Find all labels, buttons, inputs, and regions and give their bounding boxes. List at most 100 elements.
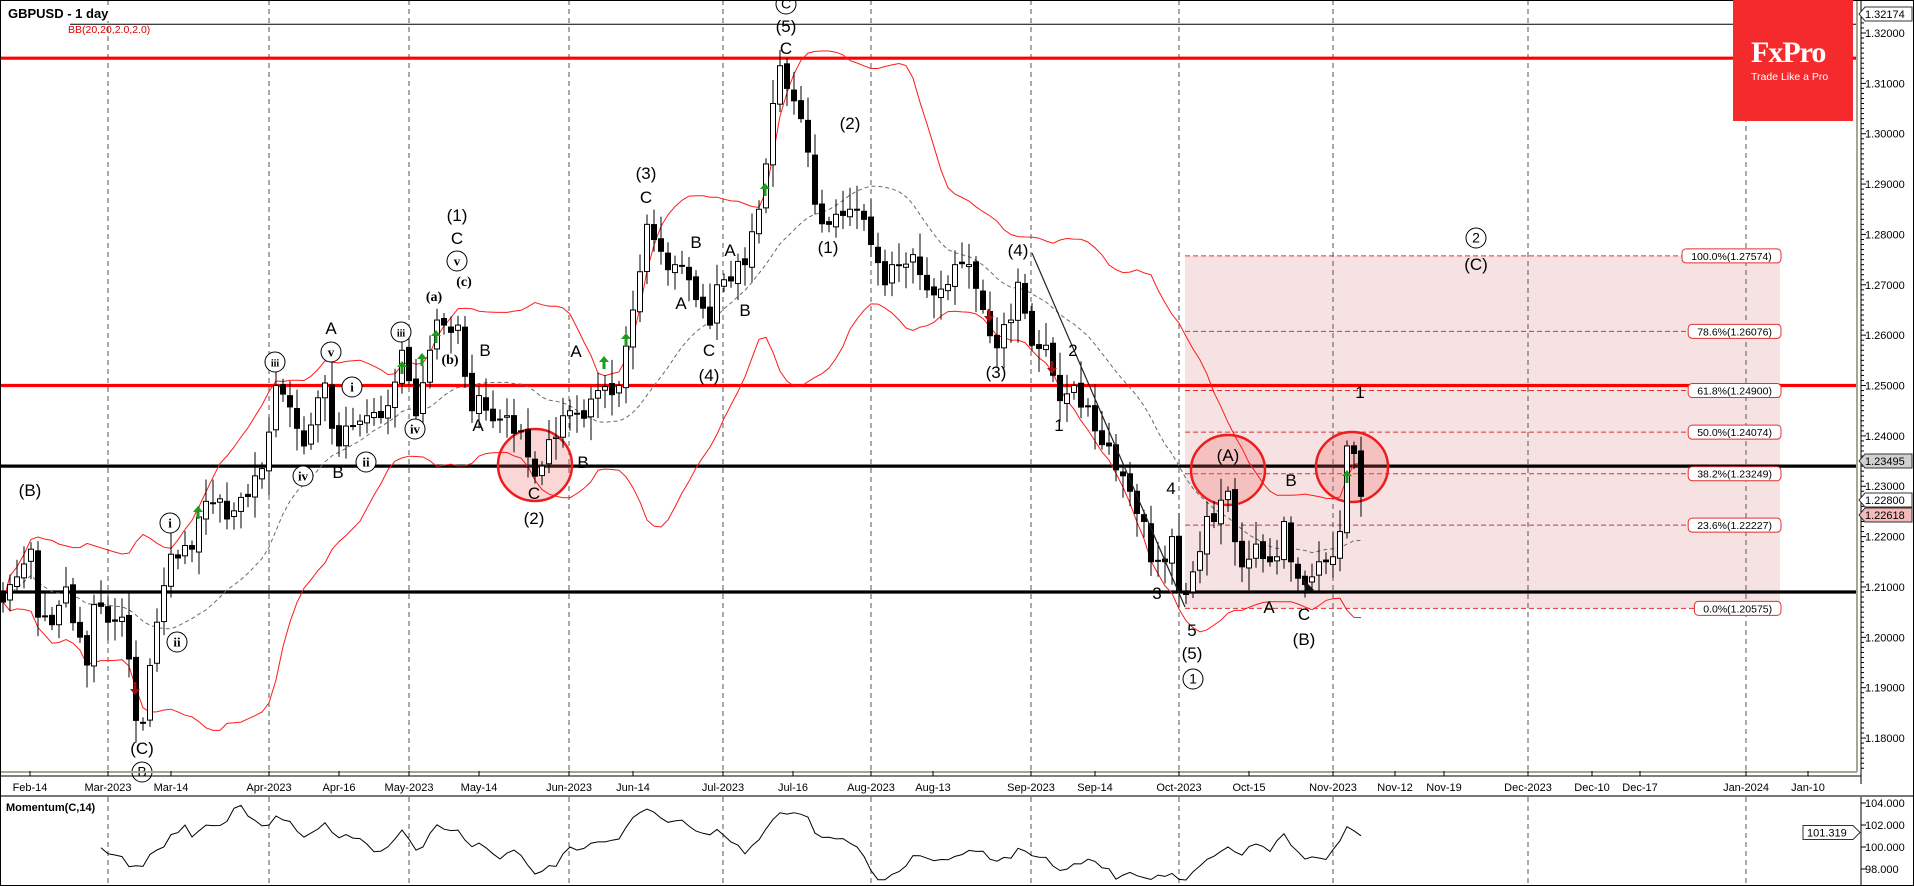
candle-body-bear [329, 384, 335, 429]
candle [1218, 478, 1224, 545]
candle-body-bull [966, 264, 972, 268]
bollinger-middle [2, 185, 1362, 630]
candle [819, 189, 825, 233]
wave-label: C [451, 229, 463, 248]
candle [777, 49, 783, 113]
candle [497, 409, 503, 433]
date-axis-label: Dec-2023 [1504, 782, 1552, 794]
candle-body-bear [175, 554, 181, 559]
trend-lines[interactable] [1031, 252, 1314, 608]
candle-body-bear [1183, 591, 1189, 596]
arrow-marker-icon [1302, 578, 1314, 592]
price-axis-label: 1.30000 [1865, 129, 1905, 141]
price-axis-bg [1857, 0, 1914, 795]
wave-label-circle [166, 631, 188, 653]
candle-body-bull [119, 616, 125, 622]
date-axis[interactable]: Feb-14 Mar-2023 Mar-14 Apr-2023 Apr-16 May-20… [0, 771, 1914, 797]
candle [49, 606, 55, 631]
fib-label: 78.6%(1.26076) [1697, 326, 1772, 338]
wave-label-text: 1 [1189, 671, 1197, 687]
candle-body-bear [826, 221, 832, 225]
candle [847, 187, 853, 226]
circled-wave-label: 2 [1465, 227, 1487, 249]
wave-label: C [780, 39, 792, 58]
buy-arrow-icon [431, 330, 441, 343]
candle [553, 417, 559, 460]
candle [1260, 534, 1266, 573]
candle-body-bear [707, 306, 713, 326]
candle-body-bull [672, 264, 678, 274]
candle-body-bear [112, 619, 118, 622]
date-axis-label: Nov-19 [1426, 782, 1461, 794]
candle-body-bull [1204, 515, 1210, 555]
fibonacci-labels[interactable]: 100.0%(1.27574) 78.6%(1.26076) 61.8%(1.249… [1681, 248, 1782, 616]
candle-body-bull [679, 264, 685, 267]
candle [98, 580, 104, 615]
signal-arrows [130, 183, 1352, 695]
candle [1204, 501, 1210, 576]
candle-body-bull [7, 584, 13, 601]
candle-body-bull [595, 390, 601, 399]
candle [105, 596, 111, 641]
wave-label: B [739, 301, 750, 320]
candle [231, 502, 237, 530]
candle [378, 395, 384, 424]
candle-body-bear [959, 261, 965, 265]
wave-label-text: iv [298, 469, 309, 484]
candle-body-bear [1050, 342, 1056, 376]
circled-wave-label: iv [404, 418, 426, 440]
price-tag: 1.23495 [1858, 453, 1913, 469]
candle-body-bear [1288, 522, 1294, 563]
candle-body-bear [1022, 282, 1028, 314]
candle-body-bull [560, 415, 566, 438]
wave-label-text: i [350, 380, 354, 395]
candle-body-bull [14, 576, 20, 587]
wave-trend-line[interactable] [1031, 252, 1186, 608]
wave-label: 5 [1187, 621, 1196, 640]
candle-body-bull [420, 382, 426, 414]
candle-body-bull [1190, 571, 1196, 593]
wave-label: 1 [1355, 383, 1364, 402]
candle-body-bear [973, 261, 979, 289]
candle-body-bear [882, 261, 888, 286]
wave-label: (a) [426, 290, 443, 305]
candle-body-bear [301, 430, 307, 447]
candle [14, 559, 20, 593]
candle [357, 414, 363, 437]
price-axis[interactable]: 1.32000 1.31000 1.30000 1.29000 1.28000 1.270… [1856, 0, 1914, 795]
wave-label-circle [159, 512, 181, 534]
date-axis-label: Aug-2023 [847, 782, 895, 794]
candle [952, 250, 958, 305]
candle-body-bear [77, 621, 83, 638]
buy-arrow-icon [599, 356, 609, 369]
candle-body-bull [266, 431, 272, 472]
month-gridlines [107, 0, 1747, 886]
fib-label: 50.0%(1.24074) [1697, 427, 1772, 439]
date-axis-label: Dec-10 [1574, 782, 1609, 794]
candle-body-bear [980, 290, 986, 310]
circled-wave-label: iii [390, 321, 412, 343]
candle [1113, 434, 1119, 482]
candle-body-bear [805, 119, 811, 153]
price-axis-label: 1.32000 [1865, 28, 1905, 40]
candle [546, 419, 552, 474]
wave-label: (5) [1182, 644, 1203, 663]
candle [308, 412, 314, 450]
candle [609, 359, 615, 416]
candle-body-bull [623, 345, 629, 389]
price-tag-box [1858, 453, 1913, 469]
candle-body-bull [1015, 281, 1021, 321]
candle-body-bull [952, 264, 958, 287]
candle [469, 354, 475, 423]
candle [644, 214, 650, 285]
candle [1281, 516, 1287, 569]
candle-body-bear [350, 425, 356, 428]
candle [21, 546, 27, 589]
fib-label-box [1687, 383, 1782, 399]
candle [441, 312, 447, 335]
sell-arrow-icon [984, 309, 994, 322]
candle-body-bear [378, 410, 384, 419]
wave-label-circle [341, 376, 363, 398]
horizontal-levels[interactable] [0, 23, 1857, 594]
